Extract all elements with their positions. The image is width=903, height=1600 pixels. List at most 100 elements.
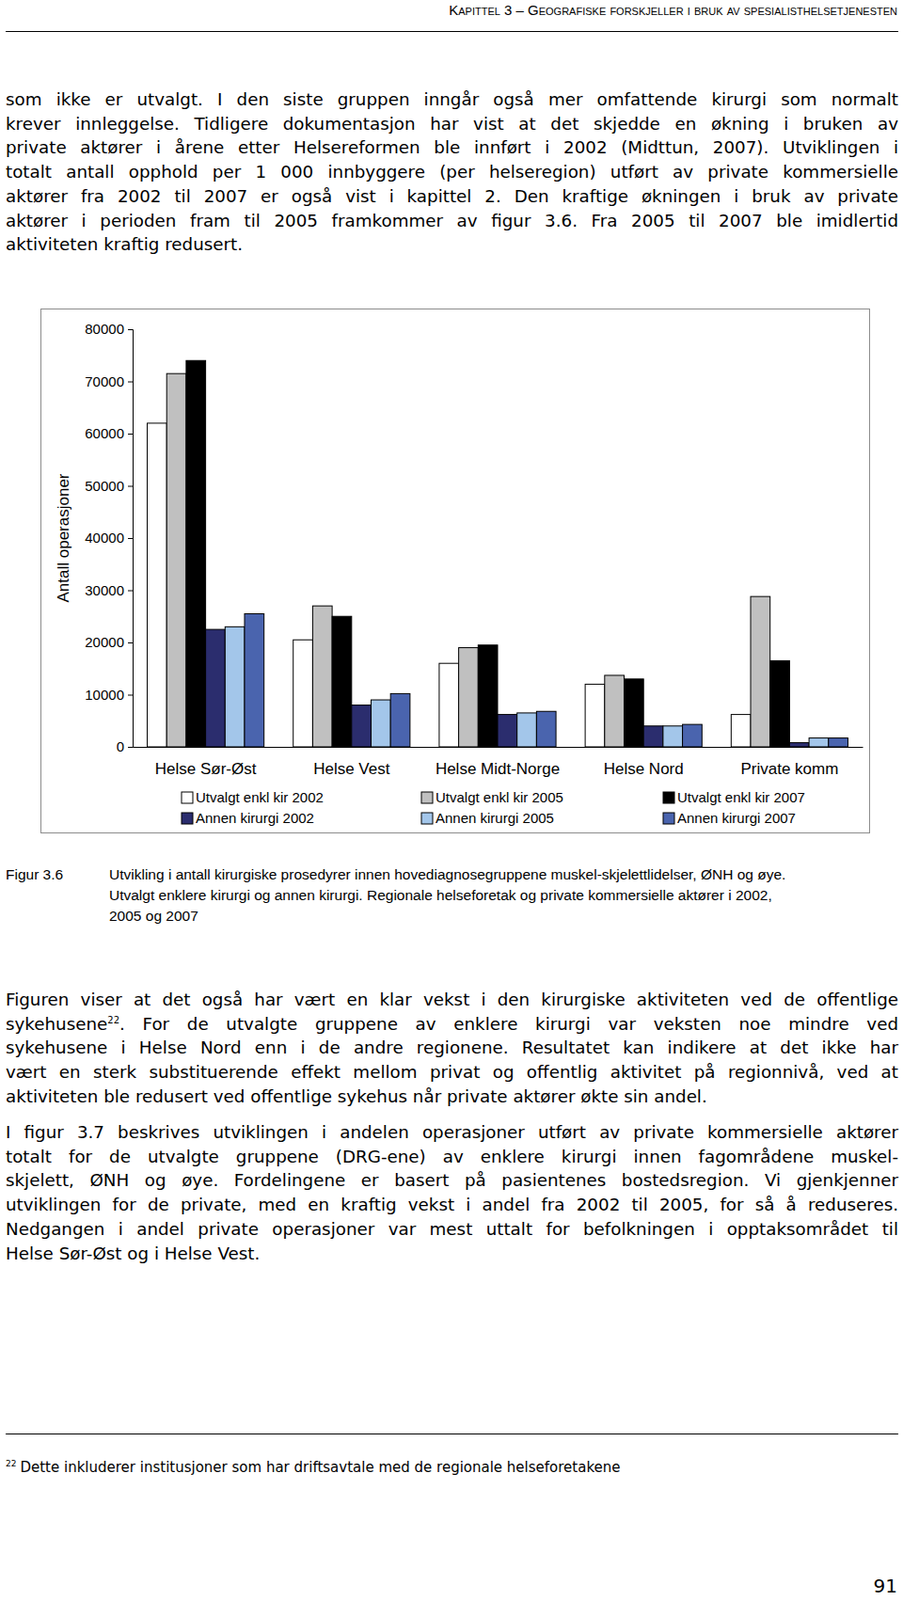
- bar: [477, 645, 498, 747]
- x-tick-label: Helse Nord: [603, 760, 684, 778]
- bar: [770, 660, 791, 747]
- bar: [604, 675, 625, 747]
- x-tick: Helse Vest: [313, 760, 391, 778]
- figure-caption: Utvikling i antall kirurgiske prosedyrer…: [109, 864, 786, 927]
- text-line: aktiviteten kraftig redusert.: [5, 232, 899, 257]
- y-tick: 40000: [84, 529, 133, 546]
- legend-swatch: [663, 792, 675, 804]
- bars: [147, 360, 849, 747]
- bar: [789, 743, 809, 747]
- footnote-ref: 22: [107, 1014, 120, 1026]
- y-tick-mark: [127, 433, 133, 435]
- legend-item: Annen kirurgi 2002: [181, 809, 315, 826]
- legend-label: Utvalgt enkl kir 2005: [435, 789, 564, 806]
- y-tick: 10000: [84, 686, 133, 703]
- bar: [497, 714, 518, 747]
- bar: [730, 714, 751, 747]
- bar: [624, 679, 645, 747]
- bar: [643, 726, 664, 747]
- text-line: aktiviteten ble redusert ved offentlige …: [5, 1084, 899, 1109]
- bar: [205, 629, 226, 747]
- footnote-rule: [5, 1433, 899, 1435]
- y-tick-label: 60000: [84, 425, 125, 442]
- text-line: krever innleggelse. Tidligere dokumentas…: [5, 111, 899, 137]
- bar: [332, 616, 352, 747]
- legend-item: Utvalgt enkl kir 2007: [663, 789, 806, 806]
- y-tick: 80000: [84, 320, 133, 337]
- bar: [517, 712, 538, 747]
- y-tick-label: 40000: [84, 529, 125, 546]
- bar: [750, 596, 771, 747]
- bar-series: [224, 626, 828, 747]
- chart-frame: [41, 309, 871, 834]
- text-line: Nedgangen i andel private operasjoner va…: [5, 1217, 899, 1242]
- text-line: aktører i perioden fram til 2005 framkom…: [5, 208, 899, 234]
- figure-label: Figur 3.6: [5, 864, 64, 886]
- text-line: totalt for de utvalgte gruppene (DRG-ene…: [5, 1144, 899, 1170]
- text-line: I figur 3.7 beskrives utviklingen i ande…: [5, 1120, 899, 1145]
- x-axis-line: [133, 746, 864, 748]
- text-line: aktører fra 2002 til 2007 er også vist i…: [5, 184, 899, 209]
- y-tick: 20000: [84, 633, 133, 650]
- legend-item: Utvalgt enkl kir 2002: [181, 789, 324, 806]
- paragraph: I figur 3.7 beskrives utviklingen i ande…: [5, 1120, 899, 1266]
- bar-series: [244, 613, 848, 747]
- bar: [166, 373, 187, 747]
- legend-swatch: [181, 812, 193, 824]
- text-line: som ikke er utvalgt. I den siste gruppen…: [5, 87, 899, 112]
- x-tick: Helse Sør-Øst: [155, 760, 257, 778]
- bar: [312, 605, 333, 747]
- footnote: 22Dette inkluderer institusjoner som har…: [5, 1458, 621, 1476]
- y-tick: 70000: [84, 373, 133, 390]
- bar: [351, 705, 372, 747]
- legend-label: Annen kirurgi 2007: [677, 809, 796, 826]
- legend-swatch: [663, 812, 675, 824]
- bar: [585, 683, 605, 747]
- y-tick: 60000: [84, 425, 133, 442]
- y-tick-label: 50000: [84, 477, 125, 494]
- y-tick-mark: [127, 746, 133, 748]
- text-line: sykehusene22. For de utvalgte gruppene a…: [5, 1012, 899, 1037]
- y-tick: 0: [116, 738, 133, 755]
- bar: [663, 726, 683, 747]
- bar: [439, 663, 460, 747]
- y-tick-label: 10000: [84, 686, 125, 703]
- legend-item: Annen kirurgi 2007: [663, 809, 796, 826]
- text-line: totalt antall opphold per 1 000 innbygge…: [5, 159, 899, 185]
- text-run: sykehusene: [5, 1013, 108, 1034]
- y-tick-mark: [127, 590, 133, 592]
- bar-series: [186, 360, 790, 747]
- legend-swatch: [181, 792, 193, 804]
- y-tick-label: 0: [116, 738, 125, 755]
- bar: [186, 360, 206, 747]
- text-line: vært en sterk substituerende effekt mell…: [5, 1060, 899, 1085]
- y-tick-mark: [127, 538, 133, 539]
- caption-line: Utvalgt enklere kirurgi og annen kirurgi…: [109, 885, 786, 906]
- y-tick-label: 20000: [84, 633, 125, 650]
- text-line: private aktører i årene etter Helserefor…: [5, 135, 899, 160]
- legend: Utvalgt enkl kir 2002 Utvalgt enkl kir 20…: [181, 789, 806, 826]
- bar-series: [205, 629, 809, 747]
- caption-line: 2005 og 2007: [109, 905, 786, 927]
- y-tick-label: 30000: [84, 582, 125, 599]
- page-number: 91: [873, 1574, 898, 1598]
- y-tick-label: 70000: [84, 373, 125, 390]
- x-tick-label: Private komm: [740, 760, 839, 778]
- legend-label: Annen kirurgi 2005: [435, 809, 555, 826]
- y-axis: 0 10000 20000 30000 40000 50000 60000 70000 8000…: [84, 320, 133, 755]
- text-line: Figuren viser at det også har vært en kl…: [5, 987, 899, 1013]
- paragraph: som ikke er utvalgt. I den siste gruppen…: [5, 87, 899, 257]
- text-line: skjelett, ØNH og øye. Fordelingene er ba…: [5, 1168, 899, 1193]
- bar: [147, 423, 168, 747]
- footnote-text: Dette inkluderer institusjoner som har d…: [19, 1458, 620, 1476]
- y-tick-mark: [127, 486, 133, 488]
- bar: [390, 693, 411, 747]
- bar: [828, 738, 849, 747]
- x-tick-label: Helse Sør-Øst: [155, 760, 257, 778]
- header-rule: [5, 31, 899, 32]
- y-tick-label: 80000: [84, 320, 125, 337]
- bar: [536, 711, 556, 747]
- x-axis: Helse Sør-ØstHelse VestHelse Midt-NorgeH…: [133, 747, 864, 779]
- y-tick-mark: [127, 381, 133, 383]
- bar-series: [147, 423, 751, 747]
